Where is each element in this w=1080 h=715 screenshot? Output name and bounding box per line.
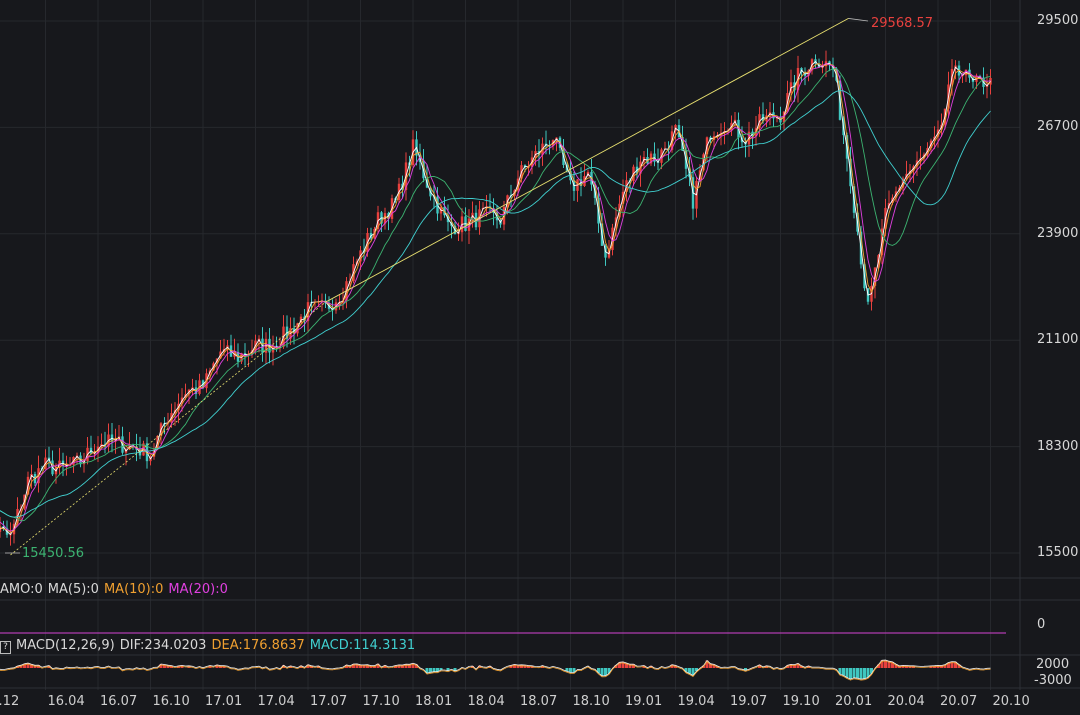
macd-value: MACD:114.3131	[309, 638, 416, 653]
macd-dif-line	[0, 659, 991, 680]
macd-legend: ? MACD(12,26,9) DIF:234.0203 DEA:176.8637 MA…	[0, 638, 420, 654]
trend-line-dotted	[10, 301, 326, 556]
x-tick-label: 17.10	[362, 694, 400, 709]
x-tick-label: 20.04	[887, 694, 925, 709]
y-tick-label: 21100	[1037, 332, 1079, 348]
macd-dea-line	[0, 660, 991, 681]
volume-axis-zero: 0	[1037, 617, 1046, 632]
x-tick-label: 19.01	[625, 694, 663, 709]
x-tick-label: 19.07	[730, 694, 768, 709]
macd-params: MACD(12,26,9)	[16, 638, 115, 653]
high-marker	[848, 18, 869, 22]
ma5-line	[0, 60, 991, 536]
x-tick-label: 20.01	[835, 694, 873, 709]
x-tick-label: 17.04	[257, 694, 295, 709]
ma20-line	[0, 63, 991, 532]
x-tick-label: 20.10	[992, 694, 1030, 709]
y-tick-label: 15500	[1037, 545, 1079, 560]
macd-axis-top: 2000	[1036, 657, 1070, 672]
x-tick-label: 16.04	[47, 694, 85, 709]
ma120-line	[0, 90, 991, 518]
trend-line	[325, 18, 849, 303]
x-tick-label: 20.07	[940, 694, 978, 709]
y-tick-label: 29500	[1037, 13, 1079, 28]
ma60-line	[0, 67, 991, 522]
x-tick-label: 18.07	[520, 694, 558, 709]
volume-legend: AMO:0 MA(5):0 MA(10):0 MA(20):0	[0, 582, 233, 597]
macd-dea: DEA:176.8637	[211, 638, 305, 653]
ma10-line	[0, 63, 991, 534]
y-tick-label: 26700	[1037, 119, 1079, 135]
y-tick-label: 18300	[1037, 438, 1079, 454]
x-tick-label: 18.10	[572, 694, 610, 709]
x-tick-label: 15.12	[0, 694, 20, 709]
vol-ma10: MA(10):0	[103, 582, 164, 597]
x-tick-label: 19.04	[677, 694, 715, 709]
macd-axis-bottom: -3000	[1034, 673, 1072, 688]
x-tick-label: 18.01	[415, 694, 453, 709]
x-tick-label: 16.10	[152, 694, 190, 709]
y-tick-label: 23900	[1037, 225, 1079, 241]
high-annotation: 29568.57	[871, 16, 934, 31]
x-tick-label: 19.10	[782, 694, 820, 709]
x-tick-label: 17.07	[310, 694, 348, 709]
x-tick-label: 18.04	[467, 694, 505, 709]
x-tick-label: 16.07	[100, 694, 138, 709]
macd-dif: DIF:234.0203	[119, 638, 207, 653]
amo-value: AMO:0	[0, 582, 43, 597]
vol-ma5: MA(5):0	[47, 582, 99, 597]
x-tick-label: 17.01	[205, 694, 243, 709]
low-annotation: 15450.56	[22, 546, 85, 561]
settings-icon[interactable]: ?	[0, 641, 11, 654]
vol-ma20: MA(20):0	[168, 582, 228, 597]
